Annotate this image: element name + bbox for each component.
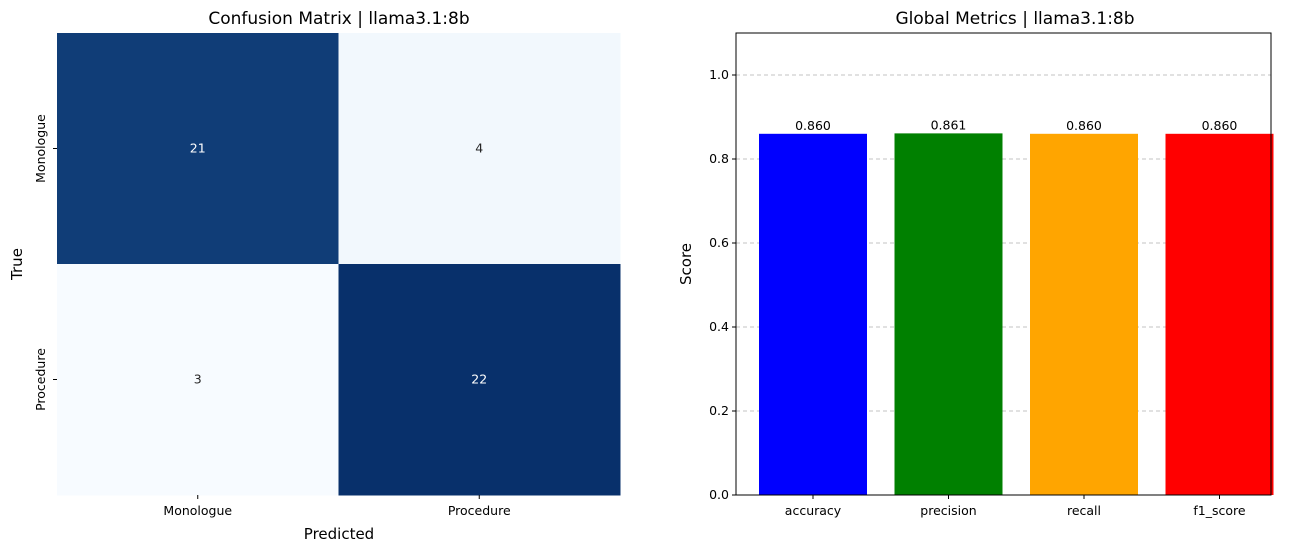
bar-ytick-label: 0.0	[709, 487, 729, 502]
heatmap-xtick-label: Monologue	[163, 503, 232, 518]
bar-series: 0.860 0.861 0.860 0.860	[759, 117, 1274, 496]
bar-ticks: 0.0 0.2 0.4 0.6 0.8 1.0 accuracy precision recal…	[709, 67, 1246, 518]
bar-accuracy	[759, 133, 867, 496]
global-metrics-panel: Global Metrics | llama3.1:8b 0.860 0.861 0…	[677, 9, 1274, 518]
heatmap-cell	[57, 33, 339, 265]
bar-f1_score	[1165, 133, 1274, 496]
bar-recall	[1030, 133, 1138, 496]
heatmap-cell	[57, 264, 339, 496]
heatmap-cell-value: 4	[475, 141, 483, 156]
bar-axes-frame	[735, 32, 1272, 496]
heatmap-cell	[338, 264, 621, 496]
bar-ylabel: Score	[677, 243, 695, 285]
bar-value-label: 0.861	[931, 117, 967, 132]
heatmap-xlabel: Predicted	[304, 525, 374, 543]
bar-xtick-label: precision	[920, 503, 976, 518]
heatmap-cell-value: 21	[190, 141, 206, 156]
bar-precision	[894, 133, 1003, 495]
heatmap-cell-value: 22	[471, 372, 487, 387]
bar-ytick-label: 0.6	[709, 235, 729, 250]
heatmap-ylabel: True	[8, 248, 26, 281]
heatmap-cells: 21 4 3 22	[57, 33, 621, 496]
heatmap-ytick-label: Procedure	[33, 348, 48, 411]
bar-xtick-label: recall	[1067, 503, 1101, 518]
bar-title: Global Metrics | llama3.1:8b	[895, 9, 1134, 29]
heatmap-xtick-label: Procedure	[448, 503, 511, 518]
bar-value-label: 0.860	[1066, 118, 1102, 133]
bar-ytick-label: 0.4	[709, 319, 729, 334]
bar-ytick-label: 1.0	[709, 67, 729, 82]
bar-value-label: 0.860	[795, 118, 831, 133]
heatmap-ytick-label: Monologue	[33, 114, 48, 183]
bar-ytick-label: 0.2	[709, 403, 729, 418]
heatmap-cell	[338, 33, 621, 265]
heatmap-ticks: Monologue Procedure Monologue Procedure	[33, 114, 511, 518]
heatmap-cell-value: 3	[194, 372, 202, 387]
bar-ytick-label: 0.8	[709, 151, 729, 166]
heatmap-title: Confusion Matrix | llama3.1:8b	[208, 9, 469, 29]
bar-xtick-label: f1_score	[1193, 503, 1246, 518]
bar-value-label: 0.860	[1202, 118, 1238, 133]
bar-xtick-label: accuracy	[785, 503, 842, 518]
confusion-matrix-panel: Confusion Matrix | llama3.1:8b 21 4 3 22 Mo…	[8, 9, 621, 543]
